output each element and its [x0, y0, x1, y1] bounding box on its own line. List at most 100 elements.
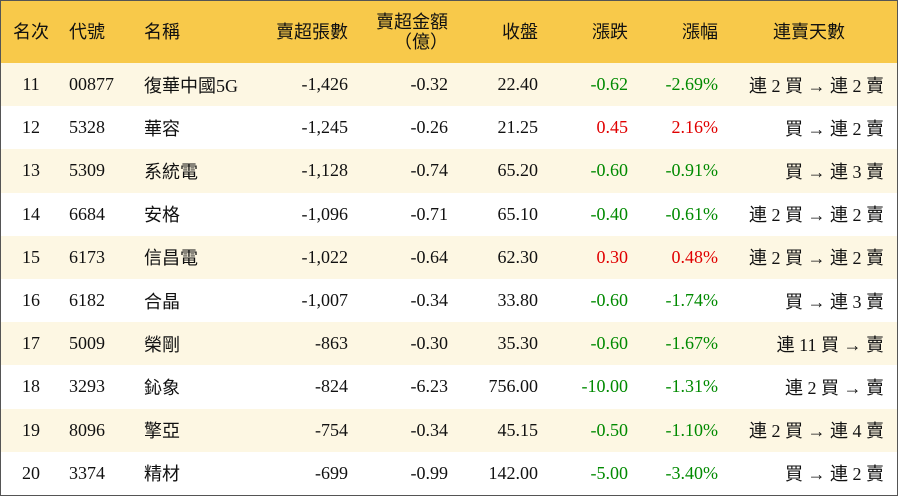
table-row: 13 5309 系統電 -1,128 -0.74 65.20 -0.60 -0.91% 買 → …: [1, 149, 897, 193]
table-cell: -0.71: [410, 203, 449, 224]
table-cell: 3293: [69, 376, 105, 397]
header-cell: 賣超張數: [256, 1, 356, 63]
table-cell: 142.00: [488, 462, 539, 483]
table-cell: -0.61%: [665, 203, 719, 224]
table-cell: -0.60: [546, 322, 636, 366]
table-row: 17 5009 榮剛 -863 -0.30 35.30 -0.60 -1.67% 連 11 買 …: [1, 322, 897, 366]
table-cell: 00877: [61, 63, 136, 107]
table-cell: -0.50: [546, 408, 636, 452]
table-cell: 35.30: [456, 322, 546, 366]
table-cell: -754: [256, 408, 356, 452]
table-cell: 6684: [69, 203, 105, 224]
table-cell: -1,245: [301, 117, 349, 138]
table-row: 15 6173 信昌電 -1,022 -0.64 62.30 0.30 0.48% 連 2 買 …: [1, 235, 897, 279]
table-cell: 0.45: [596, 117, 629, 138]
table-cell: 17: [1, 322, 61, 366]
table-cell: -0.40: [590, 203, 629, 224]
table-cell: 18: [22, 376, 40, 397]
table-cell: 5328: [69, 117, 105, 138]
table-row: 14 6684 安格 -1,096 -0.71 65.10 -0.40 -0.61% 連 2 買…: [1, 193, 897, 236]
table-cell: 買 → 連 2 賣: [785, 118, 884, 139]
table-cell: 14: [22, 203, 40, 224]
table-cell: 8096: [61, 408, 136, 452]
table-cell: -5.00: [590, 462, 629, 483]
table-cell: -0.60: [590, 290, 629, 311]
table-cell: -1.67%: [636, 322, 726, 366]
table-cell: 65.20: [456, 149, 546, 193]
table-cell: 15: [1, 235, 61, 279]
table-cell: -1,096: [301, 203, 349, 224]
table-cell: -0.34: [356, 408, 456, 452]
table-cell: 復華中國5G: [136, 63, 256, 107]
header-cell: 漲跌: [546, 1, 636, 63]
table-cell: 12: [22, 117, 40, 138]
table-cell: 華容: [144, 118, 180, 139]
table-cell: -0.64: [356, 235, 456, 279]
table-cell: 連 2 買 → 連 4 賣: [726, 408, 897, 452]
table-cell: 買 → 連 3 賣: [726, 149, 897, 193]
table-cell: -863: [256, 322, 356, 366]
table-cell: 16: [22, 290, 40, 311]
table-cell: -0.26: [410, 117, 449, 138]
table-cell: -0.99: [410, 462, 449, 483]
table-cell: 連 2 買 → 連 2 賣: [749, 205, 884, 226]
table-cell: -0.74: [356, 149, 456, 193]
table-cell: -1.74%: [665, 290, 719, 311]
header-cell: 名次: [1, 1, 61, 63]
table-cell: 19: [1, 408, 61, 452]
table-row: 19 8096 擎亞 -754 -0.34 45.15 -0.50 -1.10% 連 2 買 →…: [1, 408, 897, 452]
table-cell: 22.40: [456, 63, 546, 107]
table-row: 12 5328 華容 -1,245 -0.26 21.25 0.45 2.16% 買 → 連 2…: [1, 106, 897, 149]
table-cell: 20: [22, 462, 40, 483]
table-cell: 合晶: [144, 291, 180, 312]
header-row: 名次 代號 名稱 賣超張數 賣超金額 （億） 收盤 漲跌 漲幅 連賣天數: [1, 1, 897, 63]
table-cell: -10.00: [581, 376, 629, 397]
table-cell: 安格: [144, 205, 180, 226]
table-cell: 連 2 買 → 連 2 賣: [726, 63, 897, 107]
table-cell: -6.23: [410, 376, 449, 397]
table-cell: -1,007: [301, 290, 349, 311]
table-row: 20 3374 精材 -699 -0.99 142.00 -5.00 -3.40% 買 → 連 …: [1, 452, 897, 495]
table-cell: -0.34: [410, 290, 449, 311]
table-cell: 33.80: [497, 290, 539, 311]
table-cell: -824: [315, 376, 348, 397]
table-cell: 11: [1, 63, 61, 107]
table-cell: 精材: [144, 464, 180, 485]
table-cell: 系統電: [136, 149, 256, 193]
table-cell: -2.69%: [636, 63, 726, 107]
table-cell: 65.10: [497, 203, 539, 224]
table-cell: -0.62: [546, 63, 636, 107]
table-cell: -1,426: [256, 63, 356, 107]
header-cell: 代號: [61, 1, 136, 63]
table-cell: 62.30: [456, 235, 546, 279]
table-cell: 擎亞: [136, 408, 256, 452]
table-cell: 鈊象: [144, 377, 180, 398]
table-cell: 13: [1, 149, 61, 193]
table-cell: 5309: [61, 149, 136, 193]
table-cell: 買 → 連 2 賣: [785, 464, 884, 485]
header-cell: 賣超金額 （億）: [356, 1, 456, 63]
table-cell: 0.48%: [636, 235, 726, 279]
table-cell: 連 11 買 → 賣: [726, 322, 897, 366]
table-row: 16 6182 合晶 -1,007 -0.34 33.80 -0.60 -1.74% 買 → 連…: [1, 279, 897, 322]
table-cell: -699: [315, 462, 348, 483]
header-cell: 連賣天數: [726, 1, 897, 63]
table-cell: 0.30: [546, 235, 636, 279]
table-cell: 連 2 買 → 賣: [785, 377, 884, 398]
table-cell: 買 → 連 3 賣: [785, 291, 884, 312]
table-cell: 5009: [61, 322, 136, 366]
table-cell: -1.31%: [665, 376, 719, 397]
table-cell: 連 2 買 → 連 2 賣: [726, 235, 897, 279]
header-cell: 名稱: [136, 1, 256, 63]
table-row: 18 3293 鈊象 -824 -6.23 756.00 -10.00 -1.31% 連 2 買…: [1, 365, 897, 408]
table-cell: -0.60: [546, 149, 636, 193]
table-cell: -0.91%: [636, 149, 726, 193]
table-cell: 21.25: [497, 117, 539, 138]
header-cell: 漲幅: [636, 1, 726, 63]
table-cell: 榮剛: [136, 322, 256, 366]
table-cell: -3.40%: [665, 462, 719, 483]
table-cell: 6173: [61, 235, 136, 279]
table-row: 11 00877 復華中國5G -1,426 -0.32 22.40 -0.62 -2.69%…: [1, 63, 897, 107]
